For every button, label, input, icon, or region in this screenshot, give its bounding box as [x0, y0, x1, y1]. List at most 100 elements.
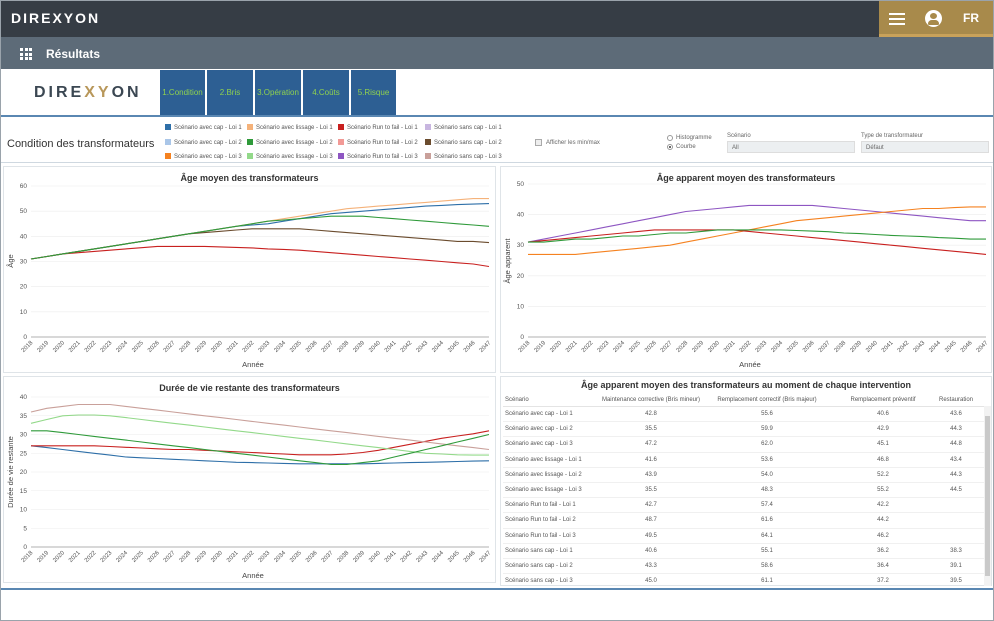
x-tick-label: 2044	[431, 550, 445, 564]
table-row[interactable]: Scénario Run to fail - Loi 1 42.7 57.4 42.2	[503, 498, 991, 514]
language-toggle[interactable]: FR	[963, 11, 979, 25]
table-cell: Scénario avec cap - Loi 3	[505, 441, 573, 448]
legend-item[interactable]: Scénario Run to fail - Loi 2	[338, 139, 418, 146]
table-row[interactable]: Scénario avec cap - Loi 1 42.8 55.6 40.6 43.…	[503, 407, 991, 423]
y-tick-label: 10	[517, 303, 525, 310]
col-header[interactable]: Maintenance corrective (Bris mineur)	[601, 396, 701, 403]
table-row[interactable]: Scénario avec cap - Loi 2 35.5 59.9 42.9 44.…	[503, 422, 991, 438]
x-tick-label: 2037	[321, 340, 335, 354]
table-cell: 46.8	[877, 456, 889, 463]
col-header[interactable]: Remplacement préventif	[850, 396, 916, 403]
x-tick-label: 2044	[431, 340, 445, 354]
x-tick-label: 2042	[400, 550, 414, 564]
legend-item[interactable]: Scénario sans cap - Loi 3	[425, 153, 502, 160]
table-cell: 40.6	[877, 411, 889, 418]
apps-grid-icon[interactable]	[20, 48, 32, 60]
x-tick-label: 2039	[849, 340, 863, 354]
legend-item[interactable]: Scénario avec lissage - Loi 2	[247, 139, 333, 146]
x-tick-label: 2034	[273, 340, 287, 354]
table-row[interactable]: Scénario avec lissage - Loi 2 43.9 54.0 52.…	[503, 468, 991, 483]
table-cell: 59.9	[761, 426, 773, 433]
table-cell: 55.6	[761, 411, 773, 418]
table-cell: 42.7	[645, 502, 657, 509]
table-cell: 39.1	[950, 562, 962, 569]
brand-logo[interactable]: DIREXYON	[11, 10, 101, 26]
x-tick-label: 2028	[179, 340, 193, 354]
x-tick-label: 2031	[226, 550, 240, 564]
col-header[interactable]: Restauration	[938, 396, 974, 403]
col-header[interactable]: Scénario	[505, 396, 529, 403]
chart-title: Âge apparent moyen des transformateurs	[656, 173, 836, 183]
table-cell: 49.5	[645, 532, 657, 539]
legend-item[interactable]: Scénario avec cap - Loi 3	[165, 153, 242, 160]
x-tick-label: 2038	[834, 340, 848, 354]
y-tick-label: 30	[517, 242, 525, 249]
legend-item[interactable]: Scénario sans cap - Loi 1	[425, 124, 502, 131]
x-tick-label: 2034	[770, 340, 784, 354]
tab-condition[interactable]: 1.Condition	[160, 70, 205, 115]
table-cell: 42.2	[877, 502, 889, 509]
x-tick-label: 2031	[723, 340, 737, 354]
top-actions: FR	[879, 1, 993, 37]
x-tick-label: 2025	[131, 340, 145, 354]
x-tick-label: 2029	[194, 550, 208, 564]
table-row[interactable]: Scénario sans cap - Loi 3 45.0 61.1 37.2 39.…	[503, 574, 991, 590]
tab-risque[interactable]: 5.Risque	[351, 70, 396, 115]
table-scrollbar[interactable]	[984, 406, 991, 586]
y-axis-label: Durée de vie restante	[6, 436, 15, 508]
user-icon[interactable]	[925, 10, 942, 27]
table-row[interactable]: Scénario avec lissage - Loi 3 35.5 48.3 55.…	[503, 483, 991, 499]
legend-item[interactable]: Scénario avec lissage - Loi 3	[247, 153, 333, 160]
legend-item[interactable]: Scénario avec cap - Loi 1	[165, 124, 242, 131]
table-row[interactable]: Scénario sans cap - Loi 1 40.6 55.1 36.2 38.…	[503, 544, 991, 559]
table-row[interactable]: Scénario Run to fail - Loi 3 49.5 64.1 46.2	[503, 529, 991, 544]
table-row[interactable]: Scénario sans cap - Loi 2 43.3 58.6 36.4 39.…	[503, 559, 991, 575]
table-cell: 55.1	[761, 547, 773, 554]
x-tick-label: 2032	[739, 340, 753, 354]
legend-item[interactable]: Scénario Run to fail - Loi 3	[338, 153, 418, 160]
legend-item[interactable]: Scénario avec cap - Loi 2	[165, 139, 242, 146]
nav-row: DIREXYON 1.Condition 2.Bris 3.Opération …	[1, 69, 993, 117]
y-tick-label: 40	[517, 212, 525, 219]
table-row[interactable]: Scénario avec cap - Loi 3 47.2 62.0 45.1 44.…	[503, 437, 991, 453]
x-tick-label: 2019	[37, 340, 51, 354]
x-tick-label: 2041	[881, 340, 895, 354]
tab-operation[interactable]: 3.Opération	[255, 70, 301, 115]
x-tick-label: 2041	[384, 550, 398, 564]
legend-swatch	[425, 139, 431, 145]
series-line	[30, 414, 489, 456]
x-tick-label: 2022	[581, 340, 595, 354]
y-tick-label: 30	[20, 432, 28, 439]
table-row[interactable]: Scénario avec lissage - Loi 1 41.6 53.6 46.…	[503, 453, 991, 468]
legend-swatch	[338, 124, 344, 130]
x-tick-label: 2042	[400, 340, 414, 354]
x-tick-label: 2018	[21, 550, 35, 564]
legend-item[interactable]: Scénario Run to fail - Loi 1	[338, 124, 418, 131]
x-tick-label: 2045	[447, 340, 461, 354]
radio-curve[interactable]: Courbe	[667, 144, 696, 150]
scenario-select[interactable]: All	[727, 141, 855, 153]
x-tick-label: 2039	[352, 340, 366, 354]
transformer-type-select[interactable]: Défaut	[861, 141, 989, 153]
chart-title: Durée de vie restante des transformateur…	[159, 383, 340, 393]
tab-couts[interactable]: 4.Coûts	[303, 70, 349, 115]
radio-histogram[interactable]: Histogramme	[667, 135, 712, 141]
legend-item[interactable]: Scénario sans cap - Loi 2	[425, 139, 502, 146]
x-tick-label: 2027	[163, 340, 177, 354]
minmax-checkbox[interactable]: Afficher les min/max	[535, 139, 600, 146]
scenario-label: Scénario	[727, 133, 751, 139]
legend-swatch	[338, 139, 344, 145]
tab-bris[interactable]: 2.Bris	[207, 70, 253, 115]
col-header[interactable]: Remplacement correctif (Bris majeur)	[717, 396, 817, 403]
menu-icon[interactable]	[889, 13, 905, 25]
table-cell: 53.6	[761, 456, 773, 463]
legend-item[interactable]: Scénario avec lissage - Loi 1	[247, 124, 333, 131]
table-row[interactable]: Scénario Run to fail - Loi 2 48.7 61.6 44.2	[503, 513, 991, 529]
table-cell: Scénario Run to fail - Loi 1	[505, 502, 576, 509]
x-tick-label: 2033	[258, 550, 272, 564]
legend-swatch	[247, 124, 253, 130]
x-tick-label: 2024	[115, 550, 129, 564]
x-tick-label: 2043	[416, 550, 430, 564]
